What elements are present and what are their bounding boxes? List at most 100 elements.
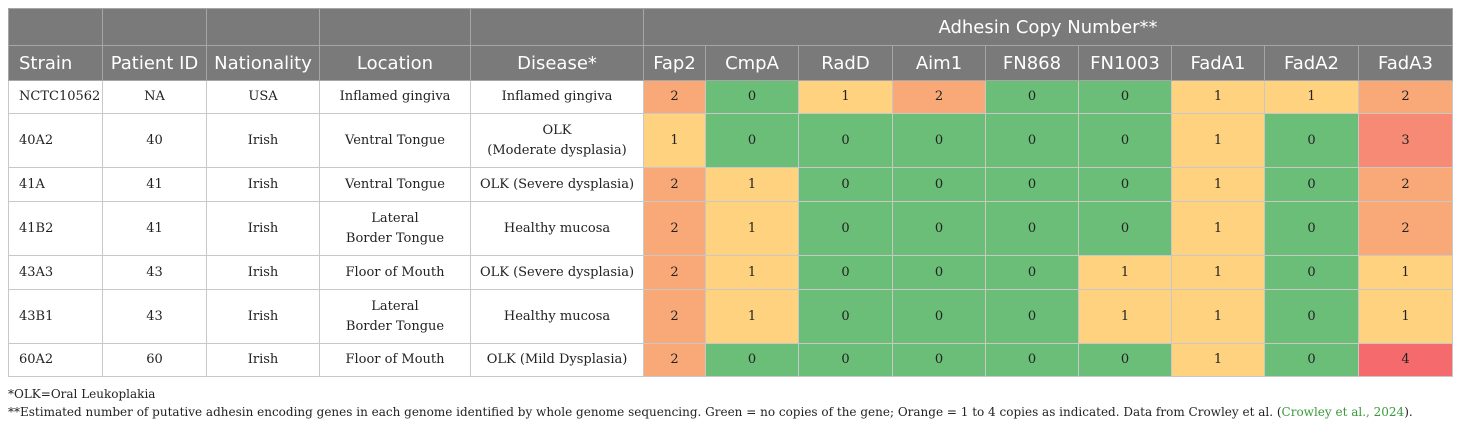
col-header: FadA1	[1171, 45, 1265, 81]
disease-cell: OLK (Severe dysplasia)	[470, 167, 644, 202]
copy-number-cell: 1	[1171, 343, 1265, 377]
table-row: 43B1 43 Irish Lateral Border Tongue Healthy m…	[8, 289, 1454, 344]
adhesin-table-container: Adhesin Copy Number** Strain Patient ID …	[8, 8, 1454, 377]
nationality-cell: USA	[206, 80, 320, 114]
copy-number-cell: 0	[985, 343, 1079, 377]
table-row: 41B2 41 Irish Lateral Border Tongue Healthy m…	[8, 201, 1454, 256]
disease-line: OLK	[542, 122, 572, 138]
col-header: FN868	[985, 45, 1079, 81]
location-cell: Floor of Mouth	[319, 255, 471, 290]
patient-id-cell: NA	[102, 80, 207, 114]
disease-line: (Moderate dysplasia)	[487, 142, 627, 158]
col-header: Disease*	[470, 45, 644, 81]
nationality-cell: Irish	[206, 113, 320, 168]
copy-number-cell: 1	[705, 255, 799, 290]
location-line: Lateral	[371, 298, 419, 314]
copy-number-cell: 1	[1357, 255, 1454, 290]
copy-number-cell: 0	[1078, 201, 1172, 256]
col-header: FN1003	[1078, 45, 1172, 81]
copy-number-cell: 0	[985, 289, 1079, 344]
copy-number-cell: 2	[643, 289, 706, 344]
strain-cell: NCTC10562	[8, 80, 103, 114]
location-cell: Ventral Tongue	[319, 113, 471, 168]
copy-number-cell: 1	[643, 113, 706, 168]
copy-number-cell: 1	[1078, 289, 1172, 344]
nationality-cell: Irish	[206, 289, 320, 344]
citation-link[interactable]: Crowley et al., 2024	[1281, 405, 1405, 419]
copy-number-cell: 0	[1264, 167, 1359, 202]
copy-number-cell: 2	[643, 80, 706, 114]
patient-id-cell: 43	[102, 255, 207, 290]
disease-line: Healthy mucosa	[503, 220, 611, 236]
disease-line: Inflamed gingiva	[501, 89, 613, 104]
strain-cell: 41B2	[8, 201, 103, 256]
copy-number-cell: 0	[892, 167, 986, 202]
col-header: FadA3	[1357, 45, 1454, 81]
col-header: Location	[319, 45, 471, 81]
header-column-row: Strain Patient ID Nationality Location D…	[8, 45, 1454, 81]
table-row: 43A3 43 Irish Floor of Mouth OLK (Severe dys…	[8, 255, 1454, 290]
nationality-cell: Irish	[206, 167, 320, 202]
copy-number-cell: 0	[985, 113, 1079, 168]
copy-number-cell: 0	[1078, 343, 1172, 377]
nationality-cell: Irish	[206, 255, 320, 290]
header-group-row: Adhesin Copy Number**	[8, 8, 1454, 46]
nationality-cell: Irish	[206, 343, 320, 377]
copy-number-cell: 0	[1078, 80, 1172, 114]
disease-cell: Healthy mucosa	[470, 289, 644, 344]
disease-line: Healthy mucosa	[503, 308, 611, 324]
location-cell: Lateral Border Tongue	[319, 201, 471, 256]
disease-cell: Healthy mucosa	[470, 201, 644, 256]
copy-number-cell: 0	[1078, 167, 1172, 202]
footnote-adhesin-end: ).	[1404, 405, 1413, 419]
strain-cell: 41A	[8, 167, 103, 202]
copy-number-cell: 0	[985, 80, 1079, 114]
copy-number-cell: 0	[985, 255, 1079, 290]
copy-number-cell: 2	[643, 167, 706, 202]
col-header: Patient ID	[102, 45, 207, 81]
copy-number-cell: 0	[892, 289, 986, 344]
table-row: 41A 41 Irish Ventral Tongue OLK (Severe dysp…	[8, 167, 1454, 202]
header-blank	[8, 8, 103, 46]
disease-line: OLK (Severe dysplasia)	[479, 176, 635, 192]
copy-number-cell: 3	[1357, 113, 1454, 168]
patient-id-cell: 60	[102, 343, 207, 377]
footnote-adhesin: **Estimated number of putative adhesin e…	[8, 403, 1452, 421]
copy-number-cell: 0	[798, 167, 893, 202]
nationality-cell: Irish	[206, 201, 320, 256]
copy-number-cell: 1	[1357, 289, 1454, 344]
copy-number-cell: 2	[643, 343, 706, 377]
adhesin-table: Adhesin Copy Number** Strain Patient ID …	[8, 8, 1454, 377]
copy-number-cell: 0	[798, 289, 893, 344]
header-blank	[206, 8, 320, 46]
disease-line: OLK (Mild Dysplasia)	[486, 352, 628, 367]
strain-cell: 60A2	[8, 343, 103, 377]
copy-number-cell: 1	[1171, 80, 1265, 114]
location-cell: Lateral Border Tongue	[319, 289, 471, 344]
patient-id-cell: 43	[102, 289, 207, 344]
location-line: Ventral Tongue	[345, 176, 445, 192]
location-cell: Ventral Tongue	[319, 167, 471, 202]
copy-number-cell: 1	[705, 167, 799, 202]
col-header: Strain	[8, 45, 103, 81]
copy-number-cell: 0	[892, 113, 986, 168]
copy-number-cell: 0	[798, 255, 893, 290]
copy-number-cell: 0	[1264, 113, 1359, 168]
copy-number-cell: 1	[798, 80, 893, 114]
col-header: Fap2	[643, 45, 706, 81]
header-blank	[319, 8, 471, 46]
disease-line: OLK (Severe dysplasia)	[479, 264, 635, 280]
header-blank	[102, 8, 207, 46]
patient-id-cell: 40	[102, 113, 207, 168]
copy-number-cell: 0	[892, 255, 986, 290]
copy-number-cell: 0	[1078, 113, 1172, 168]
copy-number-cell: 0	[705, 343, 799, 377]
location-line: Border Tongue	[345, 318, 445, 334]
copy-number-cell: 0	[798, 201, 893, 256]
copy-number-cell: 0	[705, 80, 799, 114]
copy-number-cell: 2	[892, 80, 986, 114]
location-cell: Inflamed gingiva	[319, 80, 471, 114]
col-header: FadA2	[1264, 45, 1359, 81]
copy-number-cell: 0	[1264, 255, 1359, 290]
strain-cell: 43A3	[8, 255, 103, 290]
